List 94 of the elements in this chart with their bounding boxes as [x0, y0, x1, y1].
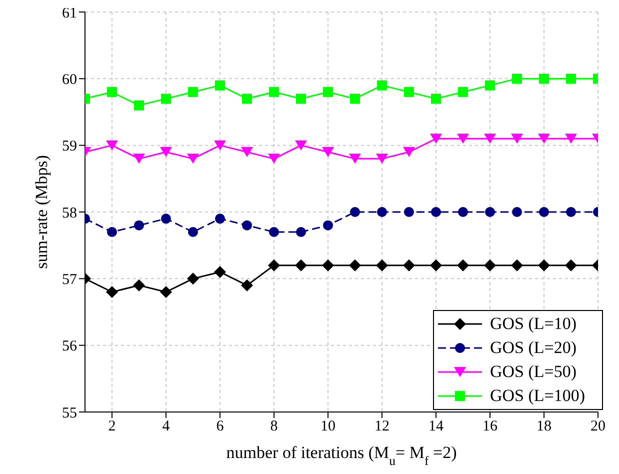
point [134, 220, 144, 230]
point [458, 207, 468, 217]
point [296, 94, 306, 104]
point [430, 134, 442, 144]
point [242, 94, 252, 104]
point [107, 87, 117, 97]
x-tick-label: 18 [536, 418, 552, 435]
y-tick-label: 57 [62, 272, 78, 288]
point [188, 227, 198, 237]
point [349, 154, 361, 164]
point [269, 227, 279, 237]
point [242, 220, 252, 230]
point [350, 94, 360, 104]
point [485, 80, 495, 90]
point [322, 147, 334, 157]
point [323, 220, 333, 230]
y-tick-label: 58 [62, 205, 77, 222]
point [485, 207, 495, 217]
x-tick-label: 4 [162, 418, 170, 435]
x-tick-label: 16 [482, 418, 498, 435]
point [134, 100, 144, 110]
point [107, 227, 117, 237]
point [403, 259, 415, 272]
x-tick-label: 14 [428, 418, 444, 435]
point [295, 140, 307, 150]
point [565, 134, 577, 144]
point [268, 154, 280, 164]
point [187, 154, 199, 164]
y-axis-title: sum-rate (Mbps) [32, 155, 51, 269]
point [161, 94, 171, 104]
point [404, 87, 414, 97]
legend-label: GOS (L=50) [490, 362, 577, 382]
point [295, 259, 307, 272]
point [160, 147, 172, 157]
legend-label: GOS (L=100) [490, 386, 586, 406]
point [133, 154, 145, 164]
point [511, 259, 523, 272]
point [215, 80, 225, 90]
point [160, 286, 172, 298]
point [565, 259, 577, 272]
y-tick-label: 60 [62, 72, 77, 88]
point [350, 207, 360, 217]
point [431, 207, 441, 217]
point [457, 259, 469, 272]
point [539, 74, 549, 84]
point [566, 74, 576, 84]
point [566, 207, 576, 217]
point [215, 214, 225, 224]
point [484, 259, 496, 272]
point [133, 279, 145, 292]
point [431, 94, 441, 104]
y-tick-label: 59 [62, 138, 77, 155]
point [377, 207, 387, 217]
point [187, 272, 199, 285]
x-axis-title: number of iterations (M$_{u}$= M$_{f}$ =2) [226, 443, 457, 468]
point [322, 259, 334, 272]
legend-label: GOS (L=20) [490, 338, 577, 358]
point [430, 259, 442, 272]
point [403, 147, 415, 157]
point [539, 207, 549, 217]
point [214, 266, 226, 278]
x-tick-label: 8 [270, 418, 278, 435]
point [268, 259, 280, 272]
point [161, 214, 171, 224]
x-tick-label: 20 [590, 418, 606, 435]
legend-label: GOS (L=10) [490, 314, 577, 334]
point [269, 87, 279, 97]
point [376, 154, 388, 164]
point [512, 207, 522, 217]
x-tick-label: 2 [108, 418, 116, 435]
point [349, 259, 361, 272]
point [188, 87, 198, 97]
point [376, 259, 388, 272]
y-tick-label: 56 [62, 338, 78, 355]
point [377, 80, 387, 90]
point [484, 134, 496, 144]
point [457, 134, 469, 144]
point [538, 259, 550, 272]
point [241, 147, 253, 157]
point [323, 87, 333, 97]
point [512, 74, 522, 84]
point [214, 140, 226, 150]
x-tick-label: 10 [320, 418, 336, 435]
point [106, 140, 118, 150]
point [296, 227, 306, 237]
point [241, 279, 253, 292]
point [538, 134, 550, 144]
y-tick-label: 55 [62, 405, 77, 422]
point [106, 286, 118, 298]
point [458, 87, 468, 97]
point [404, 207, 414, 217]
point [511, 134, 523, 144]
x-tick-label: 6 [216, 418, 224, 435]
x-tick-label: 12 [374, 418, 390, 435]
